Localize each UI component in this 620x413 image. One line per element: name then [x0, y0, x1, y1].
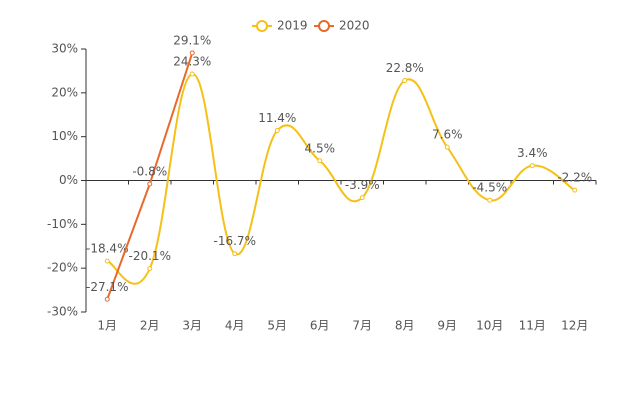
- point: [232, 251, 238, 257]
- data-label: -3.9%: [345, 178, 380, 192]
- x-tick-label: 3月: [182, 319, 202, 333]
- point: [402, 78, 408, 84]
- y-tick-label: 10%: [51, 129, 78, 143]
- x-tick-label: 6月: [310, 319, 330, 333]
- x-tick-label: 7月: [352, 319, 372, 333]
- x-tick-label: 9月: [437, 319, 457, 333]
- x-tick-label: 12月: [561, 319, 588, 333]
- data-label: -2.2%: [557, 171, 592, 185]
- point: [487, 197, 493, 203]
- data-label: -0.8%: [132, 165, 167, 179]
- legend-symbol: [256, 20, 268, 32]
- data-label: -4.5%: [472, 181, 507, 195]
- x-tick-label: 8月: [395, 319, 415, 333]
- x-tick-label: 5月: [267, 319, 287, 333]
- x-tick-label: 11月: [519, 319, 546, 333]
- y-tick-label: 0%: [59, 173, 78, 187]
- point: [317, 158, 323, 164]
- y-tick-label: 30%: [51, 42, 78, 56]
- data-label: 29.1%: [173, 33, 211, 47]
- data-label: -20.1%: [129, 249, 171, 263]
- data-label: -16.7%: [214, 234, 256, 248]
- data-label: -18.4%: [86, 242, 128, 256]
- data-label: 11.4%: [258, 111, 296, 125]
- data-label: 7.6%: [432, 128, 463, 142]
- point: [104, 258, 110, 264]
- y-tick-label: 20%: [51, 85, 78, 99]
- point: [189, 50, 195, 56]
- series-line: [106, 72, 576, 285]
- y-tick-label: -30%: [47, 305, 78, 319]
- point: [189, 71, 195, 77]
- point: [147, 181, 153, 187]
- point: [529, 163, 535, 169]
- x-tick-label: 1月: [97, 319, 117, 333]
- legend-label: 2020: [339, 19, 370, 33]
- point: [104, 296, 110, 302]
- point: [444, 144, 450, 150]
- legend-label: 2019: [277, 19, 308, 33]
- point: [572, 187, 578, 193]
- data-label: -27.1%: [86, 280, 128, 294]
- point: [147, 266, 153, 272]
- x-tick-label: 4月: [225, 319, 245, 333]
- y-tick-label: -10%: [47, 217, 78, 231]
- data-label: 4.5%: [305, 141, 336, 155]
- data-label: 24.3%: [173, 54, 211, 68]
- point: [359, 195, 365, 201]
- data-label: 3.4%: [517, 146, 548, 160]
- point: [274, 128, 280, 134]
- x-tick-label: 10月: [476, 319, 503, 333]
- legend-symbol: [318, 20, 330, 32]
- x-tick-label: 2月: [140, 319, 160, 333]
- y-tick-label: -20%: [47, 261, 78, 275]
- data-label: 22.8%: [386, 61, 424, 75]
